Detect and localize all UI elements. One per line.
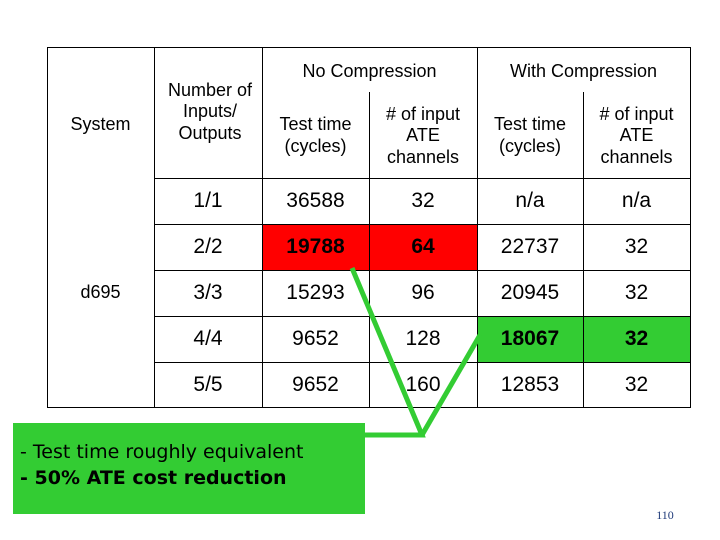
grid-line: [154, 47, 155, 407]
cell-wc-channels: 32: [624, 281, 649, 305]
cell-nc-channels: 160: [405, 372, 441, 396]
header-wc-ate-channels: # of input ATE channels: [599, 103, 674, 167]
cell-io: 2/2: [193, 235, 223, 259]
header-system: System: [70, 114, 131, 135]
cell-wc-channels: 32: [624, 235, 649, 259]
grid-line: [47, 47, 691, 48]
header-wc-test-time: Test time (cycles): [493, 114, 567, 156]
cell-nc-time: 9652: [292, 372, 339, 396]
cell-nc-time: 9652: [292, 327, 339, 351]
cell-io: 4/4: [193, 327, 223, 351]
cell-wc-channels: n/a: [621, 189, 652, 213]
header-io: Number of Inputs/ Outputs: [167, 79, 253, 143]
cell-wc-time-highlighted: 18067: [500, 327, 560, 351]
page-number: 110: [656, 508, 674, 522]
grid-line: [47, 407, 691, 408]
grid-line: [262, 47, 263, 407]
cell-wc-channels-highlighted: 32: [624, 327, 649, 351]
callout-line-1: - Test time roughly equivalent: [20, 441, 304, 463]
cell-wc-channels: 32: [624, 372, 649, 396]
cell-wc-time: 20945: [500, 281, 560, 305]
header-no-compression: No Compression: [302, 61, 437, 82]
grid-line: [154, 178, 691, 179]
grid-line: [369, 92, 370, 407]
cell-wc-time: n/a: [515, 189, 545, 213]
cell-wc-time: 12853: [500, 372, 560, 396]
grid-line: [690, 47, 691, 407]
header-with-compression: With Compression: [509, 61, 658, 82]
cell-io: 5/5: [193, 372, 223, 396]
cell-nc-time-highlighted: 19788: [286, 235, 345, 259]
cell-nc-channels-highlighted: 64: [411, 235, 435, 259]
grid-line: [154, 224, 691, 225]
callout-line-2: - 50% ATE cost reduction: [20, 467, 287, 489]
cell-nc-channels: 128: [405, 327, 441, 351]
cell-io: 3/3: [193, 281, 223, 305]
header-nc-test-time: Test time (cycles): [279, 114, 352, 156]
cell-io: 1/1: [193, 189, 223, 213]
callout-box: - Test time roughly equivalent - 50% ATE…: [13, 423, 365, 514]
grid-line: [477, 47, 478, 407]
cell-nc-time: 36588: [286, 189, 345, 213]
cell-wc-time: 22737: [500, 235, 560, 259]
cell-nc-time: 15293: [286, 281, 345, 305]
header-nc-ate-channels: # of input ATE channels: [385, 103, 461, 167]
cell-nc-channels: 96: [411, 281, 435, 305]
cell-nc-channels: 32: [411, 189, 435, 213]
grid-line: [47, 47, 48, 407]
grid-line: [583, 92, 584, 407]
system-name: d695: [80, 282, 121, 303]
